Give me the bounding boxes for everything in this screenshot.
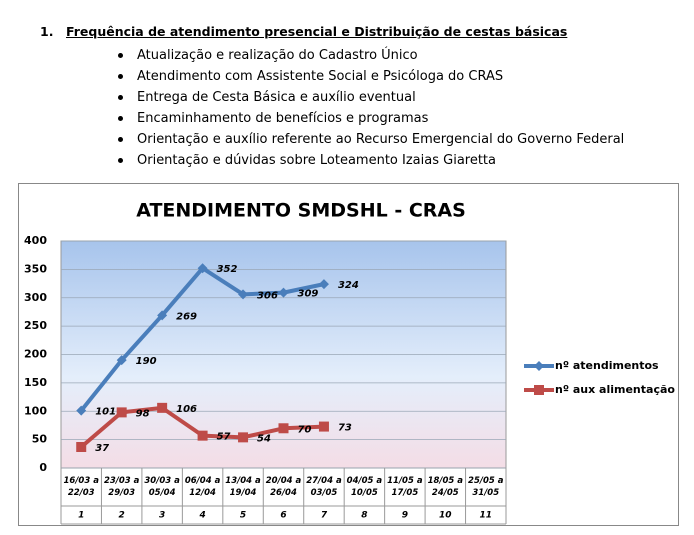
y-tick-label: 250 — [24, 319, 47, 332]
data-label: 324 — [338, 280, 359, 291]
marker — [534, 361, 544, 371]
marker — [116, 355, 127, 366]
data-label: 54 — [257, 433, 271, 444]
legend-label: nº aux alimentação — [555, 383, 675, 396]
bullet-item: Atualização e realização do Cadastro Úni… — [118, 45, 624, 66]
week-number: 11 — [480, 511, 493, 521]
data-label: 106 — [176, 404, 197, 415]
x-tick-label: 30/03 a 05/04 — [144, 476, 180, 498]
marker — [278, 287, 289, 298]
heading-text: Frequência de atendimento presencial e D… — [66, 24, 568, 39]
x-tick-label: 25/05 a 31/05 — [468, 476, 504, 498]
x-tick-label: 16/03 a 22/03 — [63, 476, 99, 498]
marker — [76, 405, 87, 416]
week-number: 3 — [159, 511, 165, 521]
bullet-list: Atualização e realização do Cadastro Úni… — [118, 45, 624, 171]
chart-title: ATENDIMENTO SMDSHL - CRAS — [136, 200, 466, 222]
week-number: 4 — [198, 511, 205, 521]
x-tick-label: 23/03 a 29/03 — [103, 476, 140, 498]
x-tick-label: 04/05 a 10/05 — [346, 476, 383, 498]
y-tick-label: 150 — [24, 376, 47, 389]
y-tick-label: 50 — [32, 433, 48, 446]
data-label: 73 — [338, 423, 352, 434]
marker — [197, 263, 208, 274]
bullet-item: Orientação e auxílio referente ao Recurs… — [118, 129, 624, 150]
week-number: 1 — [78, 511, 84, 521]
bullet-item: Atendimento com Assistente Social e Psic… — [118, 66, 624, 87]
week-number: 6 — [280, 511, 286, 521]
y-tick-label: 400 — [24, 234, 47, 247]
week-number: 7 — [321, 511, 328, 521]
marker — [197, 430, 208, 441]
week-number: 5 — [240, 511, 246, 521]
x-tick-label: 13/04 a 19/04 — [225, 476, 261, 498]
x-tick-label: 18/05 a 24/05 — [427, 476, 464, 498]
data-label: 101 — [95, 407, 116, 418]
heading-number: 1. — [40, 24, 54, 39]
bullet-item: Orientação e dúvidas sobre Loteamento Iz… — [118, 150, 624, 171]
x-tick-label: 06/04 a 12/04 — [184, 476, 221, 498]
x-tick-label: 27/04 a 03/05 — [306, 476, 342, 498]
data-label: 309 — [298, 289, 319, 300]
document: 1. Frequência de atendimento presencial … — [0, 0, 694, 180]
marker — [318, 421, 329, 432]
marker — [157, 402, 168, 413]
data-label: 269 — [176, 311, 197, 322]
y-tick-label: 100 — [24, 404, 47, 417]
y-tick-label: 200 — [24, 348, 47, 361]
data-label: 57 — [217, 432, 231, 443]
data-label: 306 — [257, 290, 278, 301]
marker — [76, 442, 87, 453]
legend-label: nº atendimentos — [555, 359, 659, 372]
data-label: 190 — [136, 356, 157, 367]
y-tick-label: 0 — [39, 461, 47, 474]
week-number: 2 — [119, 511, 125, 521]
data-label: 37 — [95, 443, 109, 454]
bullet-item: Encaminhamento de benefícios e programas — [118, 108, 624, 129]
x-tick-label: 20/04 a 26/04 — [265, 476, 302, 498]
bullet-item: Entrega de Cesta Básica e auxílio eventu… — [118, 87, 624, 108]
week-number: 9 — [402, 511, 408, 521]
y-tick-label: 300 — [24, 291, 47, 304]
marker — [278, 423, 289, 434]
chart: ATENDIMENTO SMDSHL - CRAS 05010015020025… — [24, 200, 675, 525]
week-number: 10 — [439, 511, 452, 521]
marker — [157, 310, 168, 321]
marker — [318, 279, 329, 290]
y-tick-label: 350 — [24, 262, 47, 275]
data-label: 98 — [136, 408, 150, 419]
data-label: 352 — [217, 264, 238, 275]
marker — [238, 289, 249, 300]
marker — [534, 385, 544, 395]
x-tick-label: 11/05 a 17/05 — [387, 476, 423, 498]
marker — [116, 407, 127, 418]
marker — [238, 432, 249, 443]
chart-frame: ATENDIMENTO SMDSHL - CRAS 0 50 100 150 200 25… — [18, 183, 679, 526]
week-number: 8 — [361, 511, 367, 521]
data-label: 70 — [298, 424, 312, 435]
